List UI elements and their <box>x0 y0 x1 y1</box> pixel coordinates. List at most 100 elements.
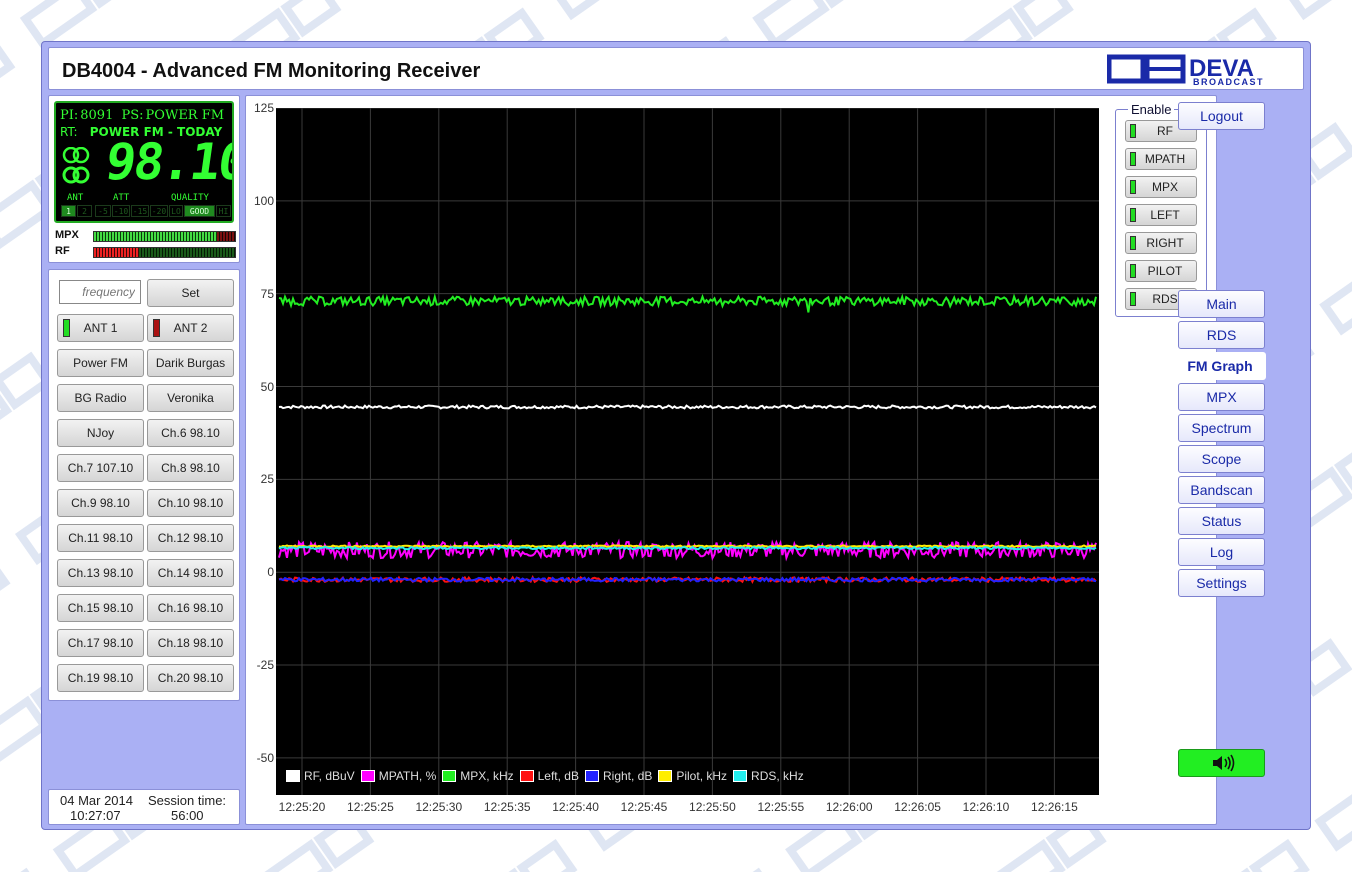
session-time: 56:00 <box>171 808 204 823</box>
ps-value: POWER FM <box>145 108 225 123</box>
nav-fm-graph[interactable]: FM Graph <box>1174 352 1266 380</box>
preset-button[interactable]: Darik Burgas <box>147 349 234 377</box>
title-bar: DB4004 - Advanced FM Monitoring Receiver… <box>48 47 1304 90</box>
preset-button[interactable]: Ch.13 98.10 <box>57 559 144 587</box>
preset-button[interactable]: Ch.10 98.10 <box>147 489 234 517</box>
y-tick-label: -25 <box>256 658 274 673</box>
nav-log[interactable]: Log <box>1178 538 1265 566</box>
preset-button[interactable]: Ch.7 107.10 <box>57 454 144 482</box>
quality-cell-hi: HI <box>216 205 231 217</box>
legend-item: MPX, kHz <box>442 769 514 783</box>
brand-text: DEVA <box>1189 55 1254 82</box>
x-tick-label: 12:25:20 <box>278 800 326 814</box>
mpx-meter <box>93 231 236 242</box>
quality-cell-lo: LO <box>169 205 183 217</box>
legend-label: Left, dB <box>537 769 579 783</box>
nav-status[interactable]: Status <box>1178 507 1265 535</box>
nav-bandscan[interactable]: Bandscan <box>1178 476 1265 504</box>
nav-mpx[interactable]: MPX <box>1178 383 1265 411</box>
preset-button[interactable]: Ch.20 98.10 <box>147 664 234 692</box>
enable-group: Enable RF MPATH MPX LEFT RIGHT PILOT RDS <box>1115 102 1207 317</box>
legend-label: RF, dBuV <box>304 769 355 783</box>
preset-button[interactable]: Power FM <box>57 349 144 377</box>
preset-button[interactable]: Ch.8 98.10 <box>147 454 234 482</box>
graph-area: RF, dBuV MPATH, % MPX, kHz Left, dB Right, d… <box>276 107 1099 795</box>
preset-button[interactable]: NJoy <box>57 419 144 447</box>
legend-label: RDS, kHz <box>751 769 804 783</box>
legend-label: MPATH, % <box>378 769 437 783</box>
x-tick-label: 12:25:35 <box>483 800 531 814</box>
legend-item: Left, dB <box>519 769 579 783</box>
nav-spectrum[interactable]: Spectrum <box>1178 414 1265 442</box>
enable-label: RDS <box>1152 292 1178 306</box>
frequency-display: 98.10 <box>101 133 234 191</box>
ant2-button[interactable]: ANT 2 <box>147 314 234 342</box>
att-cell-3: -15 <box>131 205 149 217</box>
legend-item: RDS, kHz <box>733 769 804 783</box>
legend-label: Right, dB <box>602 769 653 783</box>
rt-value: POWER FM - TODAY <box>89 125 223 139</box>
enable-indicator <box>1130 208 1136 222</box>
enable-title: Enable <box>1128 102 1175 117</box>
preset-button[interactable]: Ch.19 98.10 <box>57 664 144 692</box>
series-line <box>278 544 1097 549</box>
logout-button[interactable]: Logout <box>1178 102 1265 130</box>
enable-toggle[interactable]: RIGHT <box>1125 232 1197 254</box>
stereo-icon <box>62 147 90 184</box>
preset-button[interactable]: Ch.12 98.10 <box>147 524 234 552</box>
nav-rds[interactable]: RDS <box>1178 321 1265 349</box>
enable-toggle[interactable]: LEFT <box>1125 204 1197 226</box>
legend-swatch <box>360 770 375 782</box>
fm-graph-chart <box>276 107 1099 795</box>
lcd-labels: ANT ATT QUALITY <box>67 193 209 203</box>
enable-indicator <box>1130 124 1136 138</box>
legend-swatch <box>286 770 300 782</box>
preset-button[interactable]: Ch.6 98.10 <box>147 419 234 447</box>
ant-cell-2: 2 <box>77 205 92 217</box>
enable-indicator <box>1130 180 1136 194</box>
legend-swatch <box>733 770 748 782</box>
legend-item: Pilot, kHz <box>658 769 727 783</box>
nav-settings[interactable]: Settings <box>1178 569 1265 597</box>
preset-button[interactable]: Ch.18 98.10 <box>147 629 234 657</box>
x-tick-label: 12:25:55 <box>757 800 805 814</box>
enable-label: MPX <box>1151 180 1178 194</box>
set-button[interactable]: Set <box>147 279 234 307</box>
enable-toggle[interactable]: MPX <box>1125 176 1197 198</box>
y-tick-label: 100 <box>253 193 274 208</box>
legend-swatch <box>442 770 457 782</box>
preset-button[interactable]: Ch.16 98.10 <box>147 594 234 622</box>
ant1-button[interactable]: ANT 1 <box>57 314 144 342</box>
preset-button[interactable]: Ch.11 98.10 <box>57 524 144 552</box>
x-tick-label: 12:25:50 <box>689 800 736 814</box>
enable-label: RIGHT <box>1146 236 1184 250</box>
enable-indicator <box>1130 292 1136 306</box>
clock-text: 10:27:07 <box>70 808 121 823</box>
nav-main[interactable]: Main <box>1178 290 1265 318</box>
x-tick-label: 12:25:30 <box>415 800 463 814</box>
speaker-button[interactable] <box>1178 749 1265 777</box>
preset-button[interactable]: Ch.14 98.10 <box>147 559 234 587</box>
x-tick-label: 12:25:45 <box>620 800 668 814</box>
enable-toggle[interactable]: PILOT <box>1125 260 1197 282</box>
enable-label: MPATH <box>1144 152 1186 166</box>
quality-cell-good: GOOD <box>184 205 215 217</box>
preset-button[interactable]: Ch.15 98.10 <box>57 594 144 622</box>
preset-button[interactable]: Ch.17 98.10 <box>57 629 144 657</box>
frequency-input[interactable] <box>59 280 141 304</box>
lcd-display: PI: 8091 PS: POWER FM RT: POWER FM - TODAY… <box>54 101 234 223</box>
nav-scope[interactable]: Scope <box>1178 445 1265 473</box>
enable-toggle[interactable]: MPATH <box>1125 148 1197 170</box>
x-tick-label: 12:26:00 <box>825 800 873 814</box>
receiver-display-panel: PI: 8091 PS: POWER FM RT: POWER FM - TODAY… <box>48 95 240 263</box>
preset-button[interactable]: Ch.9 98.10 <box>57 489 144 517</box>
enable-indicator <box>1130 264 1136 278</box>
time-panel: 04 Mar 2014 10:27:07 Session time: 56:00 <box>48 789 240 825</box>
fm-graph-panel: 125 100 75 50 25 0 -25 -50 RF, dBuV MPATH, % MPX,… <box>245 95 1217 825</box>
rf-meter-label: RF <box>55 245 70 257</box>
preset-button[interactable]: BG Radio <box>57 384 144 412</box>
y-tick-label: 25 <box>260 472 274 487</box>
preset-button[interactable]: Veronika <box>147 384 234 412</box>
enable-indicator <box>1130 152 1136 166</box>
